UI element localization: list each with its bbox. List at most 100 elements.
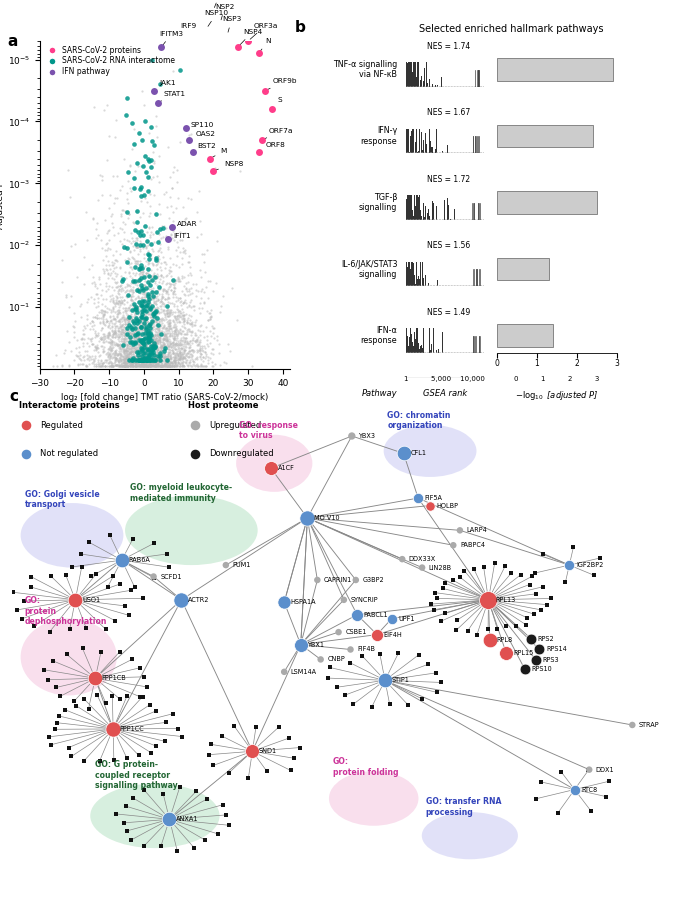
Point [120,332,131,346]
Point [116,296,127,311]
Point [86,349,97,363]
Point [121,271,132,285]
Point [90,340,101,354]
Point [187,344,198,359]
Point [146,310,157,324]
Point [184,294,195,309]
Point [127,322,138,337]
Point [153,325,164,340]
Point [131,359,142,374]
Point [111,335,122,350]
Point [97,356,108,371]
Point [72,270,83,284]
Point [106,359,117,374]
Point [85,332,96,346]
Text: IRF9: IRF9 [177,23,197,34]
Point [135,261,146,275]
Point [164,338,175,353]
Point [153,345,164,360]
Point [147,242,158,257]
Point [136,348,147,363]
Point [114,281,125,296]
Point [162,355,173,370]
Point [135,295,146,310]
Point [158,358,169,373]
Point [164,336,175,351]
Point [152,355,163,370]
Point [187,336,198,351]
Point [166,328,177,343]
Point [134,296,145,311]
Point [136,268,147,282]
Text: 0          1          2          3: 0 1 2 3 [514,376,599,383]
Bar [406,83,408,87]
Point [73,350,84,364]
Point [176,271,187,285]
Point [146,323,157,338]
Point [133,326,144,341]
Point [53,709,64,723]
Point [170,323,181,338]
Point [145,333,155,347]
Point [103,318,114,333]
Point [165,312,176,327]
Point [153,292,164,307]
Point [542,598,553,612]
Point [117,289,128,303]
Point [149,276,160,291]
Point [107,280,118,294]
Point [148,569,159,584]
Point [133,357,144,372]
Point [115,347,126,362]
Point [160,283,171,298]
Point [117,317,128,332]
Point [132,233,142,248]
Point [142,332,153,346]
Point [129,164,140,179]
Point [403,698,414,712]
Point [97,344,108,359]
Point [134,326,145,341]
Point [143,281,154,296]
Bar [416,77,417,87]
Point [173,353,184,367]
Point [136,342,147,356]
Point [75,353,86,367]
Point [110,280,121,294]
Point [536,774,547,789]
Point [90,310,101,324]
Point [186,316,197,331]
Point [114,353,125,368]
Point [127,234,138,249]
Point [184,299,195,313]
Point [149,329,160,343]
Point [182,315,192,330]
Point [164,339,175,353]
Point [160,330,171,344]
Point [152,357,163,372]
Point [129,321,140,335]
Point [136,351,147,365]
Point [138,322,149,336]
Point [136,354,147,369]
Point [149,138,160,152]
Bar [449,219,451,220]
Point [147,344,158,359]
Text: LIN28B: LIN28B [429,565,452,570]
Point [138,342,149,356]
Text: RAB6A: RAB6A [128,558,150,563]
Point [201,21,212,36]
Point [185,128,196,142]
Point [160,357,171,372]
Point [169,359,179,374]
Point [169,304,180,319]
Bar [413,219,414,220]
Point [151,334,162,349]
Point [397,552,408,567]
Point [108,722,119,736]
Point [179,321,190,335]
Point [124,335,135,350]
Point [164,352,175,366]
Point [132,204,142,219]
Point [90,310,101,324]
